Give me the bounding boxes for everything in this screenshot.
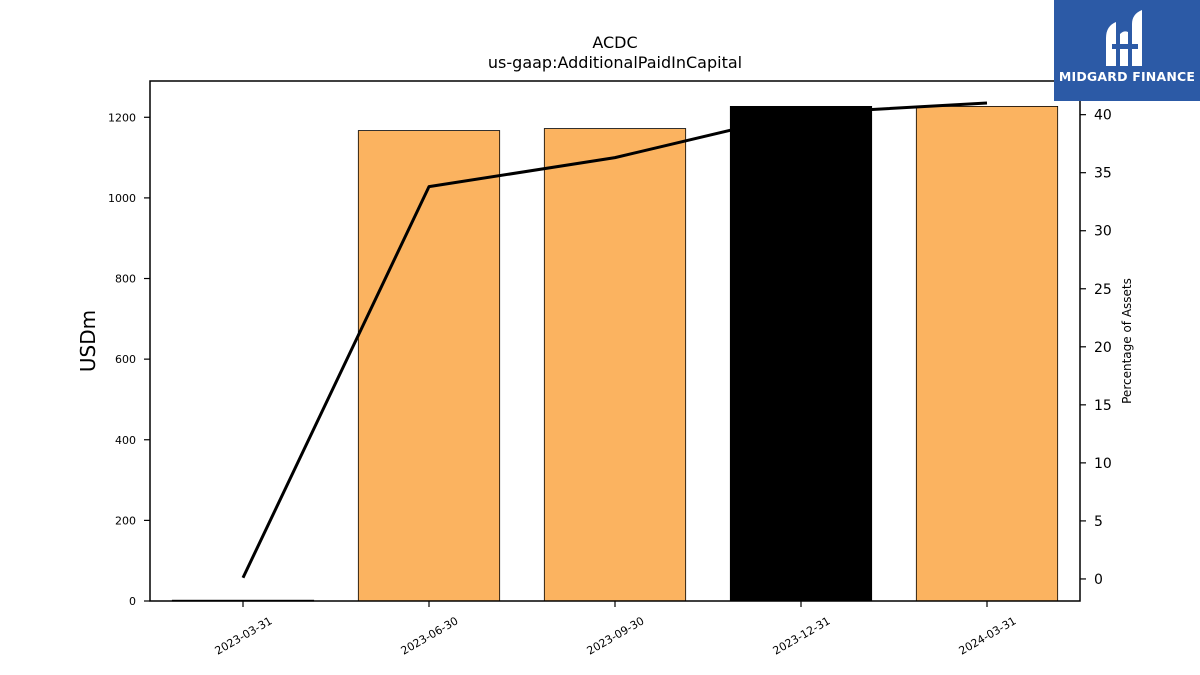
- bar-2023-12-31: [729, 105, 873, 602]
- y2-tick-label: 20: [1094, 340, 1112, 356]
- y-axis-label: USDm: [76, 310, 100, 372]
- y2-axis-label: Percentage of Assets: [1120, 278, 1134, 404]
- chart-subtitle: us-gaap:AdditionalPaidInCapital: [488, 53, 742, 72]
- x-tick-label: 2024-03-31: [957, 614, 1019, 657]
- y2-tick-label: 40: [1094, 108, 1112, 124]
- y-tick-label: 1000: [108, 192, 136, 205]
- y-tick-label: 0: [129, 595, 136, 608]
- x-tick-label: 2023-06-30: [399, 614, 461, 657]
- y-tick-label: 1200: [108, 111, 136, 124]
- y-tick-label: 600: [115, 353, 136, 366]
- y-axis-right: 0 5 10 15 20 25 30 35 40: [1080, 108, 1112, 588]
- line-percentage-of-assets: [241, 101, 988, 579]
- y-tick-label: 800: [115, 273, 136, 286]
- y2-tick-label: 15: [1094, 398, 1112, 414]
- line-group: [241, 101, 988, 579]
- x-axis: 2023-03-31 2023-06-30 2023-09-30 2023-12-31…: [213, 601, 1019, 658]
- chart-title: ACDC: [592, 33, 637, 52]
- y2-tick-label: 35: [1094, 166, 1112, 182]
- y2-tick-label: 0: [1094, 572, 1103, 588]
- bar-2024-03-31: [915, 105, 1059, 602]
- logo-text: MIDGARD FINANCE: [1058, 69, 1196, 84]
- y2-tick-label: 30: [1094, 224, 1112, 240]
- bar-2023-09-30: [543, 128, 687, 602]
- y2-tick-label: 10: [1094, 456, 1112, 472]
- bars-group: [171, 105, 1059, 602]
- midgard-finance-logo: MIDGARD FINANCE: [1054, 0, 1200, 101]
- y2-tick-label: 5: [1094, 514, 1103, 530]
- logo-mark-icon: [1106, 10, 1142, 66]
- y-tick-label: 400: [115, 434, 136, 447]
- x-tick-label: 2023-03-31: [213, 614, 275, 657]
- bar-2023-06-30: [357, 130, 501, 602]
- y2-tick-label: 25: [1094, 282, 1112, 298]
- x-tick-label: 2023-12-31: [771, 614, 833, 657]
- y-tick-label: 200: [115, 514, 136, 527]
- x-tick-label: 2023-09-30: [585, 614, 647, 657]
- y-axis-left: 0 200 400 600 800 1000 1200: [108, 111, 150, 608]
